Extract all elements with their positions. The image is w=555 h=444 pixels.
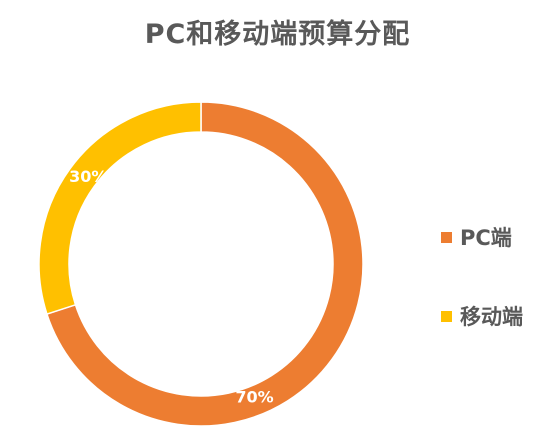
slice-mobile <box>38 101 202 316</box>
legend-item-mobile: 移动端 <box>441 301 523 331</box>
data-label-group: 70% 30% <box>69 167 274 407</box>
legend-swatch-pc <box>441 231 452 243</box>
slice-group <box>38 101 364 427</box>
data-label-pc: 70% <box>235 388 273 407</box>
legend-swatch-mobile <box>441 310 452 322</box>
legend-label-mobile: 移动端 <box>460 305 523 329</box>
data-label-mobile: 30% <box>69 167 107 186</box>
legend-label-pc: PC端 <box>460 226 512 250</box>
legend-item-pc: PC端 <box>441 222 512 252</box>
chart-title: PC和移动端预算分配 <box>144 19 411 50</box>
slice-pc <box>45 101 364 427</box>
